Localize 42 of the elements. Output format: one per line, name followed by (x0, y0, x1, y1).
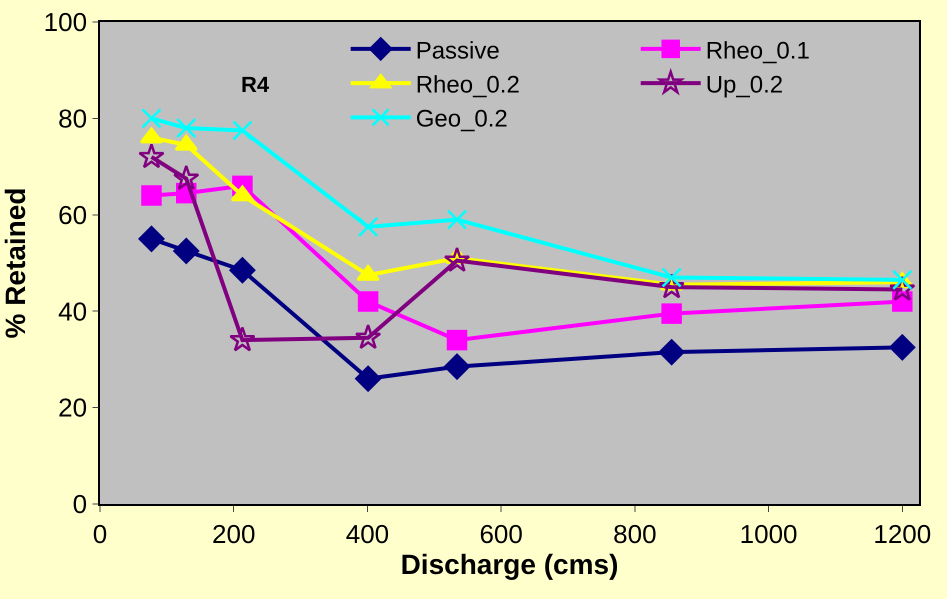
point (446, 209, 468, 230)
point (141, 185, 162, 206)
y-tick-label: 20 (58, 392, 88, 423)
y-axis-title: % Retained (0, 188, 31, 338)
x-tick-label: 200 (212, 518, 256, 549)
text: R4 (241, 72, 270, 97)
legend-label: Rheo_0.2 (416, 71, 520, 98)
point (889, 334, 916, 360)
legend-label: Geo_0.2 (416, 106, 508, 133)
point (446, 330, 468, 350)
x-tick-label: 0 (92, 518, 108, 549)
point (355, 366, 382, 392)
point (138, 226, 164, 252)
point (661, 303, 682, 324)
legend-label: Rheo_0.1 (706, 37, 810, 64)
x-tick-label: 1200 (873, 518, 932, 549)
point (176, 118, 196, 138)
point (358, 291, 378, 312)
point (173, 164, 200, 190)
point (229, 257, 256, 284)
point (232, 120, 253, 141)
y-tick-label: 100 (44, 7, 88, 38)
x-tick-label: 400 (346, 518, 390, 549)
point (173, 238, 200, 264)
point (444, 354, 470, 380)
legend-label: Up_0.2 (706, 71, 784, 98)
y-tick-label: 40 (58, 296, 88, 326)
y-tick-label: 0 (72, 489, 88, 520)
x-tick-label: 800 (613, 518, 657, 549)
x-axis-title: Discharge (cms) (400, 548, 618, 580)
point (658, 339, 685, 366)
point (358, 216, 378, 238)
point (444, 246, 470, 272)
point (138, 143, 165, 168)
y-tick-label: 60 (58, 200, 88, 230)
point (229, 326, 256, 352)
x-tick-label: 600 (479, 518, 523, 549)
point (354, 324, 382, 350)
y-tick-label: 80 (58, 104, 88, 134)
point (141, 108, 162, 129)
x-tick-label: 1000 (740, 518, 798, 549)
legend-label: Passive (416, 37, 500, 64)
